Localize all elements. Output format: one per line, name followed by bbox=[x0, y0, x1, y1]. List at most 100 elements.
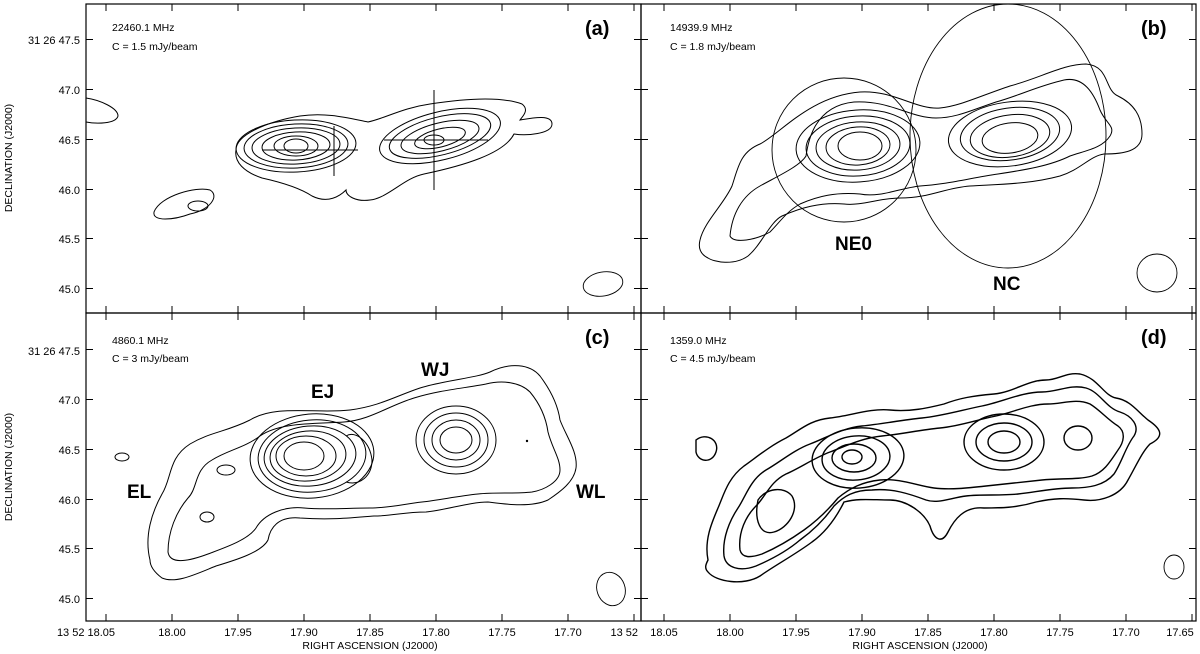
y-tick-c-2: 46.5 bbox=[59, 445, 80, 457]
y-tick-a-2: 46.5 bbox=[59, 135, 80, 147]
axis-ticks bbox=[86, 4, 1196, 621]
contour-b-west-4 bbox=[981, 122, 1039, 154]
contour-a-east-4 bbox=[261, 131, 331, 161]
panel-tag-a: (a) bbox=[585, 18, 609, 40]
contour-a-south-island-inner bbox=[187, 200, 209, 212]
contour-d-east-3 bbox=[831, 443, 877, 473]
contour-base-c: C = 3 mJy/beam bbox=[112, 353, 189, 365]
contour-c-west-4 bbox=[439, 426, 473, 454]
contour-a-west-4 bbox=[414, 126, 466, 150]
contour-c-east-3 bbox=[263, 425, 357, 487]
panel-c-contours bbox=[114, 365, 626, 607]
panel-tag-b: (b) bbox=[1141, 18, 1167, 40]
component-label-ej: EJ bbox=[311, 382, 334, 403]
contour-d-south-east-blob bbox=[756, 489, 796, 534]
frequency-c: 4860.1 MHz bbox=[112, 335, 169, 347]
contour-a-south-island bbox=[153, 188, 215, 220]
contour-c-outer bbox=[147, 365, 577, 581]
contour-b-west-3 bbox=[969, 113, 1051, 159]
panel-tag-d: (d) bbox=[1141, 327, 1167, 349]
x-tick-c-1: 18.00 bbox=[158, 627, 186, 639]
frequency-d: 1359.0 MHz bbox=[670, 335, 727, 347]
contour-d-west-2 bbox=[975, 422, 1033, 462]
contour-d-far-west bbox=[1063, 425, 1093, 451]
x-tick-c-0: 13 52 18.05 bbox=[57, 627, 115, 639]
y-tick-a-1: 47.0 bbox=[59, 85, 80, 97]
x-tick-d-0: 18.05 bbox=[650, 627, 678, 639]
component-label-wl: WL bbox=[576, 482, 606, 503]
contour-d-east-2 bbox=[821, 435, 891, 481]
contour-d-west-1 bbox=[963, 413, 1045, 471]
contour-c-island-1 bbox=[216, 464, 236, 476]
contour-c-east-island bbox=[114, 452, 130, 462]
y-tick-a-0: 31 26 47.5 bbox=[28, 35, 80, 47]
component-label-wj: WJ bbox=[421, 360, 450, 381]
contour-a-west-2 bbox=[388, 113, 492, 159]
y-tick-c-4: 45.5 bbox=[59, 544, 80, 556]
contour-c-west-1 bbox=[415, 405, 497, 475]
contour-c-east-1 bbox=[249, 413, 375, 499]
contour-d-outline-3 bbox=[739, 400, 1124, 558]
contour-d-outer bbox=[705, 372, 1161, 583]
y-tick-a-4: 45.5 bbox=[59, 234, 80, 246]
contour-b-east-4 bbox=[825, 126, 891, 166]
x-tick-d-4: 17.85 bbox=[914, 627, 942, 639]
y-tick-c-1: 47.0 bbox=[59, 395, 80, 407]
contour-b-west-2 bbox=[959, 106, 1061, 162]
x-tick-c-5: 17.80 bbox=[422, 627, 450, 639]
contour-c-east-5 bbox=[275, 435, 337, 477]
contour-c-outline-2 bbox=[167, 381, 561, 561]
x-tick-c-8: 13 52 bbox=[610, 627, 638, 639]
contour-c-dot bbox=[525, 439, 529, 443]
x-tick-d-6: 17.75 bbox=[1046, 627, 1074, 639]
contour-b-inner-outline bbox=[729, 78, 1113, 241]
component-label-el: EL bbox=[127, 482, 152, 503]
x-tick-d-1: 18.00 bbox=[716, 627, 744, 639]
contour-base-a: C = 1.5 mJy/beam bbox=[112, 41, 198, 53]
y-tick-a-5: 45.0 bbox=[59, 284, 80, 296]
contour-c-bridge bbox=[345, 434, 373, 484]
contour-d-east-1 bbox=[811, 427, 905, 489]
nc-region-ellipse bbox=[909, 3, 1107, 269]
panel-tag-c: (c) bbox=[585, 327, 609, 349]
x-axis-title-c: RIGHT ASCENSION (J2000) bbox=[302, 640, 437, 652]
contour-d-east-island bbox=[695, 436, 718, 461]
contour-c-east-4 bbox=[269, 430, 347, 482]
panel-d-contours bbox=[695, 372, 1185, 583]
beam-c bbox=[596, 571, 626, 607]
beam-d bbox=[1163, 554, 1185, 580]
component-label-nc: NC bbox=[993, 274, 1021, 295]
x-tick-c-2: 17.95 bbox=[224, 627, 252, 639]
contour-a-east-5 bbox=[273, 135, 319, 157]
panel-b-contours bbox=[698, 3, 1178, 293]
x-tick-d-5: 17.80 bbox=[980, 627, 1008, 639]
x-tick-c-4: 17.85 bbox=[356, 627, 384, 639]
contour-d-outline-2 bbox=[722, 386, 1137, 570]
ne0-region-circle bbox=[771, 77, 917, 223]
x-tick-d-3: 17.90 bbox=[848, 627, 876, 639]
x-tick-c-3: 17.90 bbox=[290, 627, 318, 639]
contour-base-b: C = 1.8 mJy/beam bbox=[670, 41, 756, 53]
y-tick-a-3: 46.0 bbox=[59, 185, 80, 197]
contour-b-east-3 bbox=[815, 121, 901, 171]
frequency-b: 14939.9 MHz bbox=[670, 22, 732, 34]
contour-base-d: C = 4.5 mJy/beam bbox=[670, 353, 756, 365]
contour-a-east-3 bbox=[251, 127, 341, 165]
contour-c-east-6 bbox=[283, 441, 325, 471]
contour-a-east-1 bbox=[235, 119, 357, 173]
contour-c-west-2 bbox=[423, 412, 489, 468]
beam-a bbox=[582, 271, 624, 297]
contour-b-west-1 bbox=[947, 100, 1073, 168]
x-tick-d-7: 17.70 bbox=[1112, 627, 1140, 639]
contour-a-east-6 bbox=[283, 138, 309, 154]
contour-a-edge-blob bbox=[85, 97, 119, 124]
x-tick-d-8: 17.65 bbox=[1166, 627, 1194, 639]
frequency-a: 22460.1 MHz bbox=[112, 22, 174, 34]
contour-b-east-2 bbox=[805, 115, 911, 177]
contour-a-east-2 bbox=[243, 123, 349, 169]
contour-d-west-3 bbox=[987, 430, 1021, 454]
beam-b bbox=[1136, 253, 1178, 293]
panel-a-contours bbox=[85, 90, 624, 297]
component-label-ne0: NE0 bbox=[835, 234, 872, 255]
